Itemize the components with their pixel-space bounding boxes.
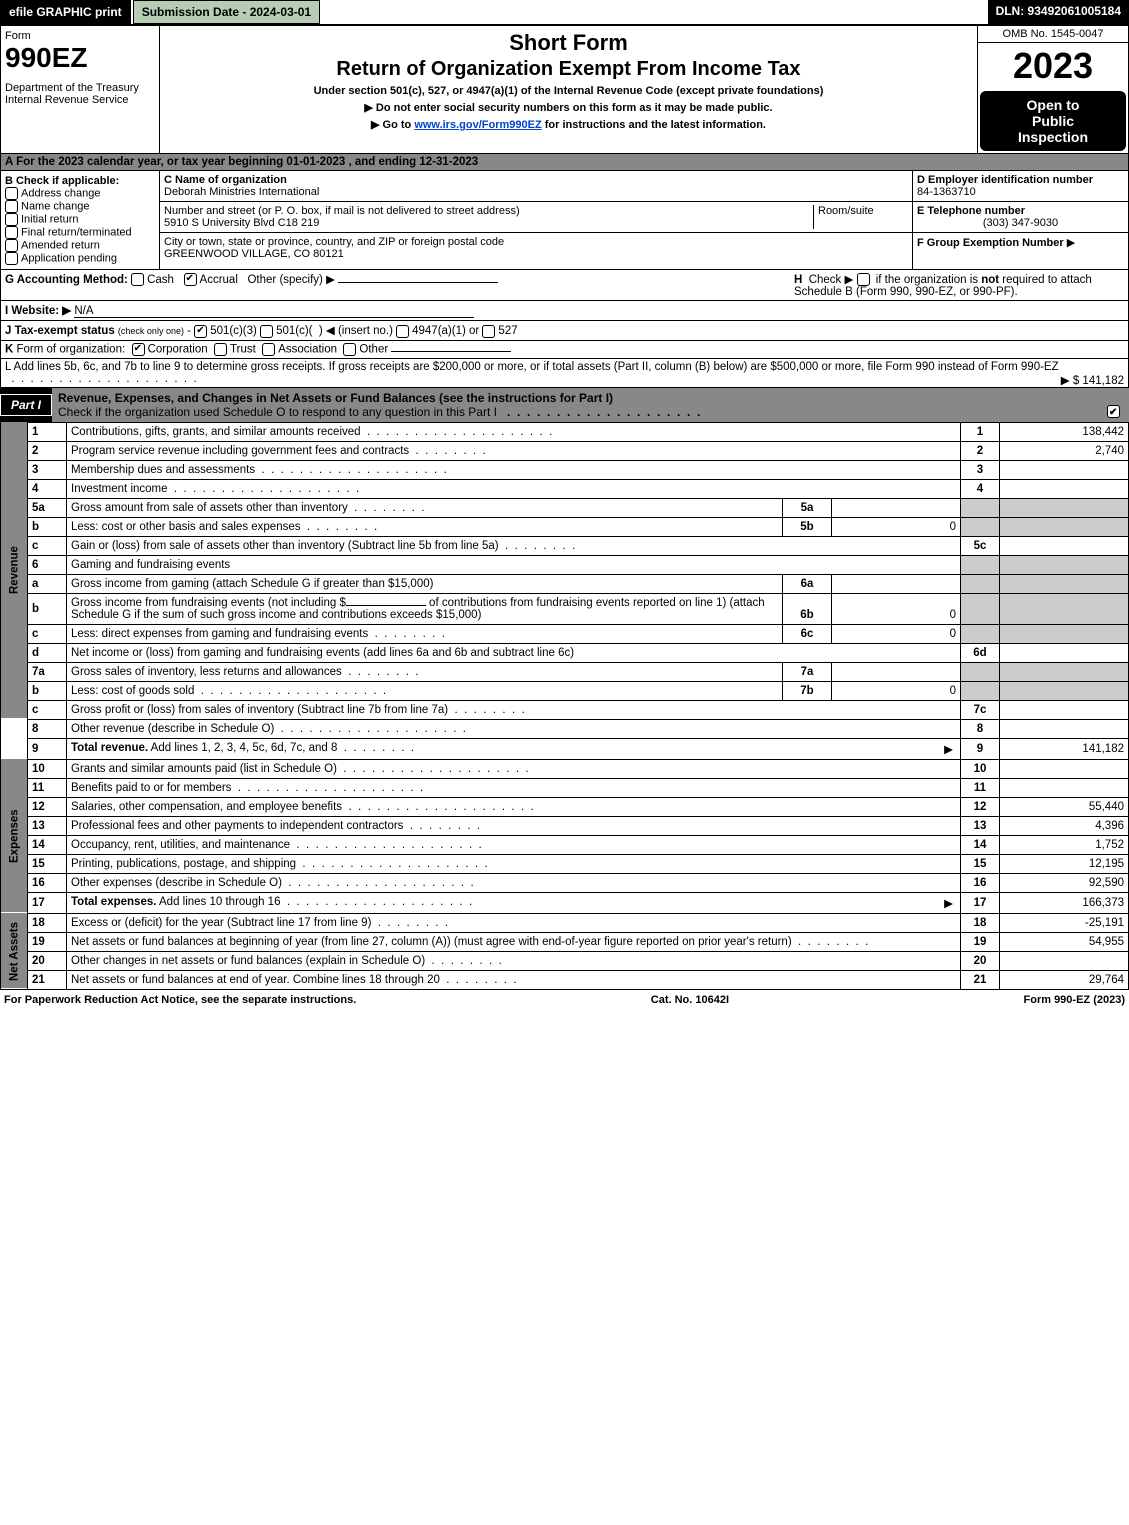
line-21-amount: 29,764 — [1000, 970, 1129, 989]
page-footer: For Paperwork Reduction Act Notice, see … — [0, 990, 1129, 1010]
line-6c-amount: 0 — [832, 624, 961, 643]
section-c: C Name of organization Deborah Ministrie… — [160, 171, 912, 269]
telephone: (303) 347-9030 — [917, 217, 1124, 229]
section-b: B Check if applicable: Address change Na… — [1, 171, 160, 269]
line-13-amount: 4,396 — [1000, 816, 1129, 835]
footer-mid: Cat. No. 10642I — [651, 994, 729, 1006]
tax-year: 2023 — [978, 43, 1128, 89]
footer-left: For Paperwork Reduction Act Notice, see … — [4, 994, 356, 1006]
org-city: GREENWOOD VILLAGE, CO 80121 — [164, 248, 908, 260]
omb-number: OMB No. 1545-0047 — [978, 26, 1128, 43]
cb-name-change[interactable]: Name change — [21, 200, 90, 212]
efile-print-button[interactable]: efile GRAPHIC print — [0, 0, 131, 24]
form-word: Form — [5, 30, 155, 42]
line-7b-amount: 0 — [832, 681, 961, 700]
line-12-amount: 55,440 — [1000, 797, 1129, 816]
cb-amended-return[interactable]: Amended return — [21, 239, 100, 251]
section-gh: G Accounting Method: Cash Accrual Other … — [0, 270, 1129, 301]
section-h: H Check ▶ if the organization is not req… — [794, 272, 1124, 298]
line-3-amount — [1000, 460, 1129, 479]
part1-header: Part I Revenue, Expenses, and Changes in… — [0, 388, 1129, 422]
subtitle-3: ▶ Go to www.irs.gov/Form990EZ for instru… — [164, 118, 973, 131]
line-14-amount: 1,752 — [1000, 835, 1129, 854]
top-bar: efile GRAPHIC print Submission Date - 20… — [0, 0, 1129, 25]
footer-right: Form 990-EZ (2023) — [1024, 994, 1126, 1006]
open-public-badge: Open to Public Inspection — [980, 91, 1126, 151]
subtitle-1: Under section 501(c), 527, or 4947(a)(1)… — [164, 85, 973, 97]
org-street: 5910 S University Blvd C18 219 — [164, 217, 813, 229]
section-a: A For the 2023 calendar year, or tax yea… — [0, 154, 1129, 171]
line-5b-amount: 0 — [832, 517, 961, 536]
ein: 84-1363710 — [917, 186, 1124, 198]
line-9-amount: 141,182 — [1000, 738, 1129, 759]
submission-date-label: Submission Date - 2024-03-01 — [133, 0, 320, 24]
section-j: J Tax-exempt status (check only one) - 5… — [0, 321, 1129, 340]
form-title-2: Return of Organization Exempt From Incom… — [164, 58, 973, 81]
line-6b-amount: 0 — [832, 593, 961, 624]
line-1-amount: 138,442 — [1000, 422, 1129, 441]
irs-link[interactable]: www.irs.gov/Form990EZ — [414, 119, 541, 131]
line-15-amount: 12,195 — [1000, 854, 1129, 873]
section-def: D Employer identification number 84-1363… — [912, 171, 1128, 269]
side-netassets: Net Assets — [1, 913, 28, 989]
side-revenue: Revenue — [1, 422, 28, 719]
cb-address-change[interactable]: Address change — [21, 187, 101, 199]
form-title-1: Short Form — [164, 30, 973, 56]
org-name: Deborah Ministries International — [164, 186, 908, 198]
section-i: I Website: ▶ N/A — [0, 301, 1129, 321]
line-2-amount: 2,740 — [1000, 441, 1129, 460]
cb-accrual[interactable]: Accrual — [200, 274, 238, 286]
line-18-amount: -25,191 — [1000, 913, 1129, 932]
side-expenses: Expenses — [1, 759, 28, 913]
lines-table: Revenue 1 Contributions, gifts, grants, … — [0, 422, 1129, 990]
subtitle-2: ▶ Do not enter social security numbers o… — [164, 101, 973, 114]
section-bcdef: B Check if applicable: Address change Na… — [0, 171, 1129, 270]
line-4-amount — [1000, 479, 1129, 498]
line-19-amount: 54,955 — [1000, 932, 1129, 951]
cb-application-pending[interactable]: Application pending — [21, 252, 117, 264]
cb-final-return[interactable]: Final return/terminated — [21, 226, 132, 238]
gross-receipts: ▶ $ 141,182 — [1061, 373, 1124, 387]
line-17-amount: 166,373 — [1000, 892, 1129, 913]
cb-cash[interactable]: Cash — [147, 274, 174, 286]
form-header: Form 990EZ Department of the Treasury In… — [0, 25, 1129, 154]
line-16-amount: 92,590 — [1000, 873, 1129, 892]
cb-initial-return[interactable]: Initial return — [21, 213, 78, 225]
form-number: 990EZ — [5, 42, 155, 74]
dept-label: Department of the Treasury Internal Reve… — [5, 82, 155, 106]
website-value: N/A — [74, 305, 474, 318]
dln-label: DLN: 93492061005184 — [988, 0, 1129, 24]
section-l: L Add lines 5b, 6c, and 7b to line 9 to … — [0, 359, 1129, 388]
section-k: K Form of organization: Corporation Trus… — [0, 341, 1129, 359]
